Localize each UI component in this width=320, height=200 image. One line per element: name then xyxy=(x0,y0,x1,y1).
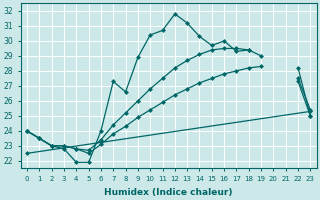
X-axis label: Humidex (Indice chaleur): Humidex (Indice chaleur) xyxy=(104,188,233,197)
